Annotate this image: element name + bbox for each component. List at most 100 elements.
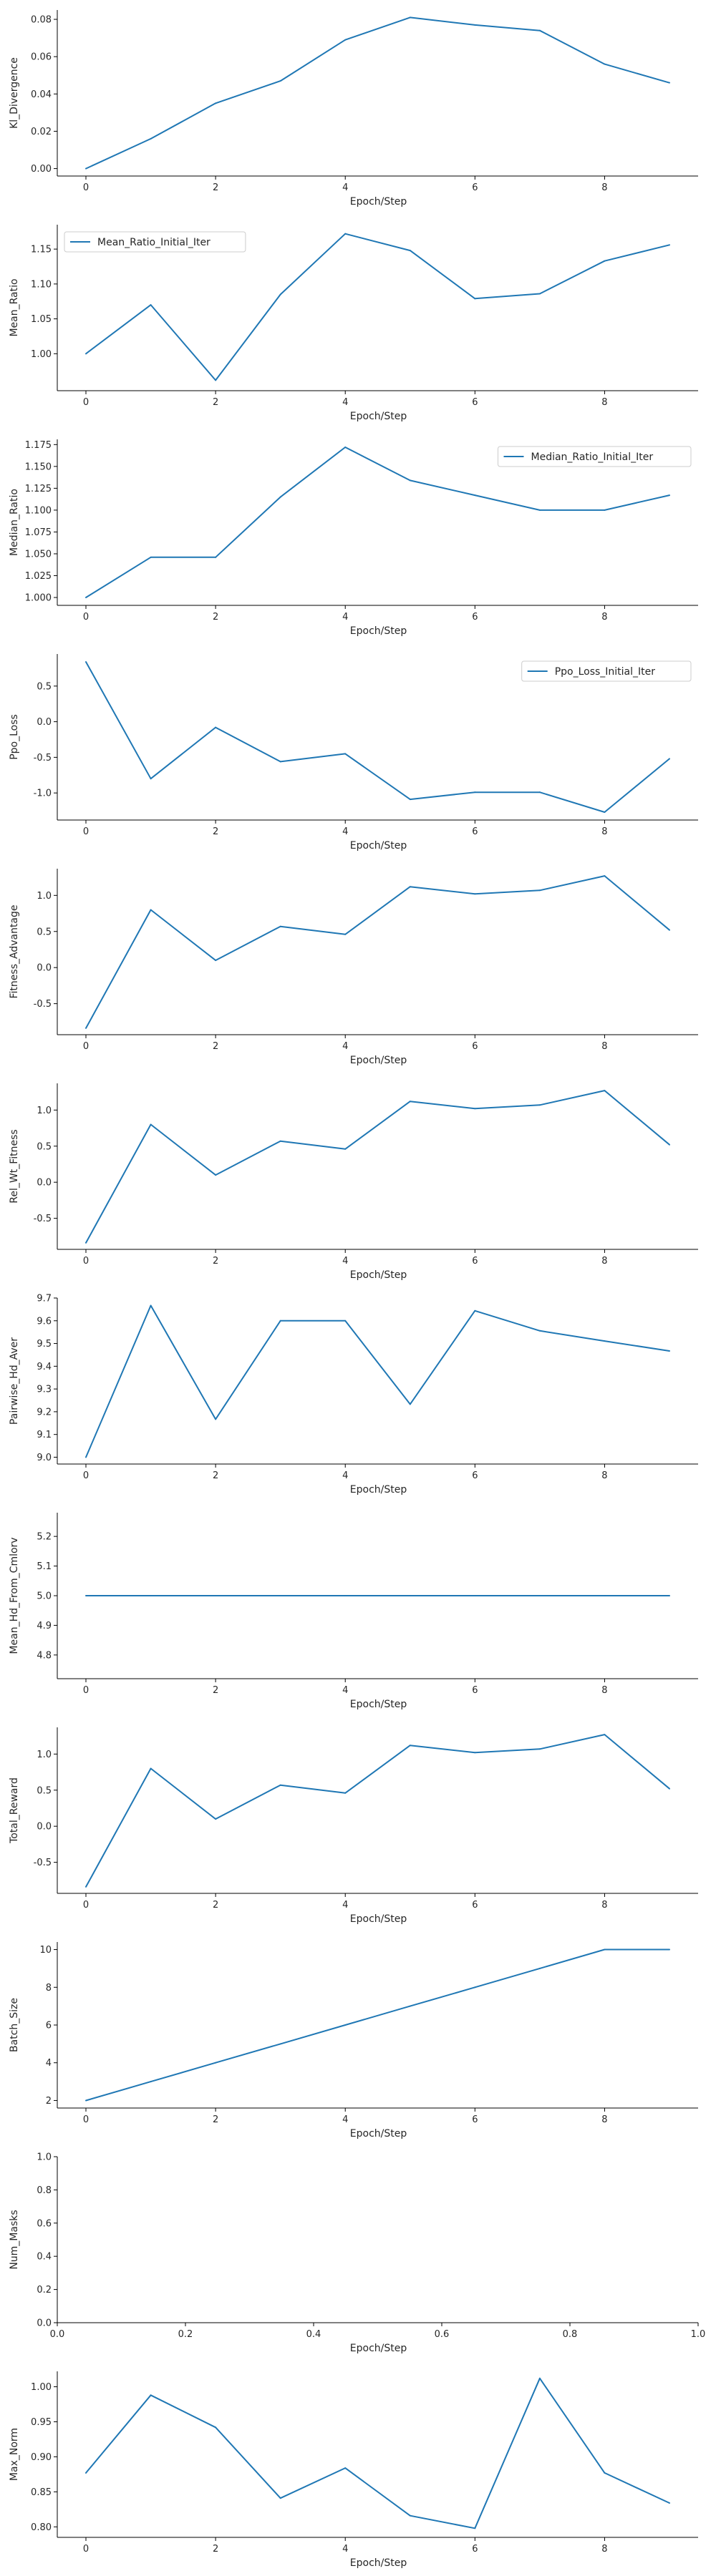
data-point: [604, 1340, 606, 1342]
y-tick-label: 0.0: [37, 963, 52, 974]
y-tick-label: 0.0: [37, 717, 52, 728]
x-tick-label: 4: [342, 397, 348, 408]
data-point: [150, 137, 152, 140]
y-tick-label: 0.95: [31, 2417, 52, 2428]
y-tick-label: 6: [46, 2021, 52, 2031]
y-tick-label: 1.15: [31, 245, 52, 255]
chart-panel-7: 9.0 9.1 9.2 9.3 9.4 9.5 9.6 9.7 0 2 4 6 8 Epoch/Step P…: [9, 1294, 698, 1496]
data-point: [538, 1104, 541, 1106]
data-point: [669, 929, 670, 931]
x-tick-label: 4: [342, 1900, 348, 1911]
x-tick-label: 8: [601, 2114, 607, 2125]
y-tick-label: 1.10: [31, 279, 52, 290]
data-point: [604, 875, 606, 877]
chart-panel-6: -0.5 0.0 0.5 1.0 0 2 4 6 8 Epoch/Step Rel_Wt_Fitne…: [9, 1083, 698, 1281]
data-point: [344, 233, 347, 235]
y-tick-label: 0.5: [37, 1785, 52, 1796]
x-axis-label: Epoch/Step: [350, 1699, 407, 1710]
data-point: [215, 726, 217, 728]
data-point: [85, 1456, 87, 1458]
x-axis-label: Epoch/Step: [350, 411, 407, 422]
x-axis-label: Epoch/Step: [350, 1055, 407, 1066]
data-point: [474, 2527, 476, 2529]
y-tick-label: 0.00: [31, 164, 52, 175]
data-point: [409, 1595, 411, 1596]
x-tick-label: 8: [601, 2544, 607, 2555]
data-point: [669, 1948, 670, 1951]
data-point: [279, 293, 281, 296]
y-tick-label: -0.5: [34, 753, 52, 763]
chart-panel-10: 2 4 6 8 10 0 2 4 6 8 Epoch/Step Batch_Size: [9, 1942, 698, 2140]
data-point: [85, 2099, 87, 2102]
data-point: [669, 82, 670, 84]
y-tick-label: 1.050: [25, 549, 52, 560]
data-point: [85, 660, 87, 663]
data-point: [669, 1143, 670, 1146]
series-line: [85, 661, 670, 813]
data-point: [344, 2024, 347, 2026]
chart-panel-2: 1.00 1.05 1.10 1.15 0 2 4 6 8 Epoch/Step Mean_Rati…: [9, 225, 698, 422]
y-tick-label: 9.0: [37, 1453, 52, 1463]
data-point: [279, 925, 281, 927]
data-point: [215, 556, 217, 558]
y-tick-label: 0.85: [31, 2487, 52, 2498]
x-tick-label: 8: [601, 397, 607, 408]
data-point: [669, 1595, 670, 1596]
y-axis-label: Pairwise_Hd_Aver: [9, 1337, 20, 1425]
series-line: [85, 16, 670, 170]
data-point: [215, 379, 217, 381]
x-tick-label: 8: [601, 1256, 607, 1267]
x-tick-label: 0: [83, 2544, 89, 2555]
x-tick-label: 0: [83, 2114, 89, 2125]
x-tick-label: 0.4: [306, 2329, 321, 2340]
data-point: [344, 753, 347, 755]
y-tick-label: 5.1: [37, 1561, 52, 1572]
y-tick-label: 1.0: [37, 891, 52, 902]
data-point: [538, 29, 541, 31]
data-point: [344, 446, 347, 448]
x-tick-label: 6: [472, 1256, 478, 1267]
data-point: [150, 778, 152, 780]
data-point: [150, 2394, 152, 2396]
y-tick-label: 0.2: [37, 2285, 52, 2296]
x-tick-label: 6: [472, 1685, 478, 1696]
x-tick-label: 6: [472, 2544, 478, 2555]
y-tick-label: 4.9: [37, 1621, 52, 1631]
data-point: [85, 1885, 87, 1888]
x-axis-label: Epoch/Step: [350, 2557, 407, 2569]
x-axis-label: Epoch/Step: [350, 2343, 407, 2354]
data-point: [279, 2497, 281, 2499]
data-point: [215, 1818, 217, 1820]
x-tick-label: 6: [472, 397, 478, 408]
y-tick-label: 9.3: [37, 1385, 52, 1395]
y-tick-label: 9.1: [37, 1430, 52, 1440]
data-point: [344, 933, 347, 935]
data-point: [604, 1948, 606, 1951]
data-point: [215, 1418, 217, 1420]
y-tick-label: 0.5: [37, 681, 52, 692]
data-point: [474, 791, 476, 794]
series-line: [85, 1948, 669, 2102]
data-point: [344, 1148, 347, 1150]
data-point: [150, 909, 152, 911]
y-tick-label: 4: [46, 2058, 52, 2069]
data-point: [85, 1027, 87, 1029]
y-tick-label: 9.7: [37, 1294, 52, 1304]
x-tick-label: 0: [83, 1256, 89, 1267]
data-point: [474, 1309, 476, 1312]
x-tick-label: 8: [601, 182, 607, 193]
y-tick-label: 9.2: [37, 1407, 52, 1418]
y-tick-label: 5.2: [37, 1532, 52, 1543]
data-point: [409, 250, 411, 252]
x-tick-label: 0.6: [435, 2329, 450, 2340]
x-tick-label: 4: [342, 1685, 348, 1696]
data-point: [279, 1319, 281, 1322]
x-axis-label: Epoch/Step: [350, 196, 407, 208]
data-point: [538, 889, 541, 892]
y-axis-label: Batch_Size: [9, 1998, 20, 2052]
data-point: [538, 1748, 541, 1750]
data-point: [279, 1595, 281, 1596]
y-tick-label: 10: [39, 1945, 52, 1956]
data-point: [344, 2467, 347, 2469]
